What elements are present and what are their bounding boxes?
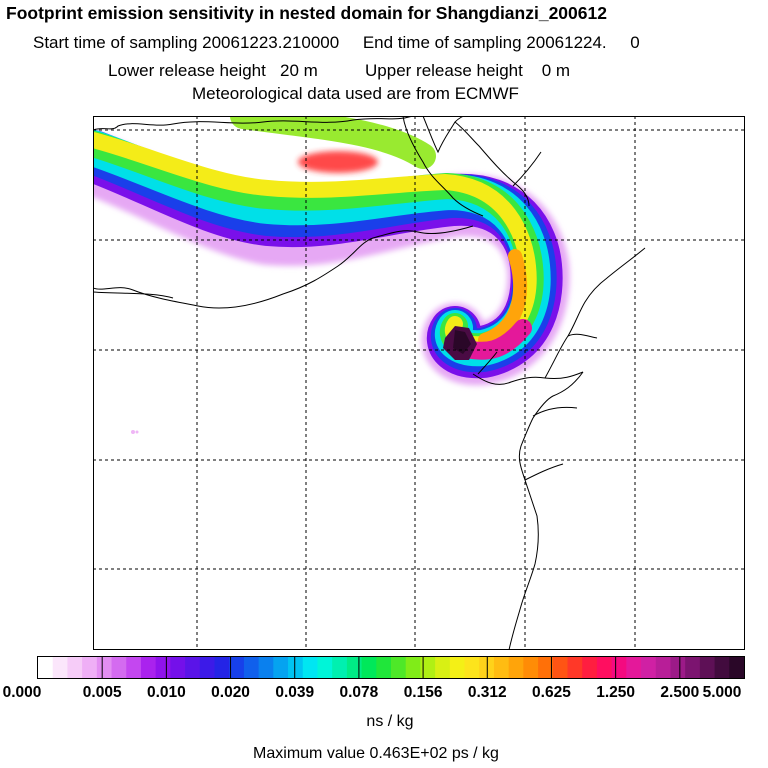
legend-tick-label: 2.500 — [660, 684, 699, 701]
legend-swatch — [449, 657, 465, 678]
map-border — [93, 116, 745, 650]
legend-swatch — [199, 657, 215, 678]
legend-swatch — [288, 657, 304, 678]
legend-swatch — [38, 657, 54, 678]
legend-tick-label: 5.000 — [703, 684, 742, 701]
legend-swatch — [67, 657, 83, 678]
legend-swatch — [361, 657, 377, 678]
lat-lon-grid — [93, 116, 745, 650]
legend-swatch — [729, 657, 745, 678]
legend-tick-label: 0.005 — [83, 684, 122, 701]
legend-swatch — [699, 657, 715, 678]
legend-swatch — [82, 657, 98, 678]
legend-swatch — [317, 657, 333, 678]
legend-swatch — [111, 657, 127, 678]
legend-swatch — [538, 657, 554, 678]
legend-swatch — [582, 657, 598, 678]
coastline-borders — [93, 116, 646, 650]
legend-swatch — [391, 657, 407, 678]
legend-color-bar — [38, 657, 745, 678]
max-value-text: Maximum value 0.463E+02 ps / kg — [253, 745, 499, 762]
footprint-plume — [93, 116, 570, 434]
map-title: Footprint emission sensitivity in nested… — [6, 3, 607, 23]
legend-swatch — [685, 657, 701, 678]
legend-tick-label: 0.010 — [147, 684, 186, 701]
legend-swatch — [655, 657, 671, 678]
legend-swatch — [185, 657, 201, 678]
legend-swatch — [258, 657, 274, 678]
legend-tick-label: 0.156 — [404, 684, 443, 701]
legend-tick-label: 0.078 — [340, 684, 379, 701]
legend-swatch — [376, 657, 392, 678]
legend-swatch — [714, 657, 730, 678]
legend-swatch — [626, 657, 642, 678]
sampling-time-line: Start time of sampling 20061223.210000 E… — [33, 33, 640, 52]
legend-swatch — [641, 657, 657, 678]
legend-swatch — [243, 657, 260, 678]
legend-tick-labels: 0.000 0.005 0.010 0.020 0.039 0.078 0.156 0.312… — [3, 684, 742, 701]
legend-swatch — [420, 657, 436, 678]
legend-swatch — [552, 657, 568, 678]
legend-swatch — [523, 657, 539, 678]
legend-swatch — [567, 657, 583, 678]
legend-swatch — [140, 657, 157, 678]
legend-swatch — [508, 657, 524, 678]
legend-swatch — [596, 657, 613, 678]
legend-bar-border — [37, 656, 745, 679]
legend-tick-label: 0.312 — [468, 684, 507, 701]
release-height-line: Lower release height 20 m Upper release … — [108, 61, 571, 80]
legend-swatch — [126, 657, 142, 678]
legend-swatch — [346, 657, 362, 678]
legend-swatch — [155, 657, 171, 678]
legend-swatch — [493, 657, 510, 678]
legend-swatch — [332, 657, 348, 678]
legend-swatch — [273, 657, 289, 678]
legend-swatch — [96, 657, 112, 678]
legend-swatch — [302, 657, 318, 678]
legend-swatch — [52, 657, 68, 678]
legend-swatch — [464, 657, 480, 678]
meteo-source-line: Meteorological data used are from ECMWF — [192, 84, 519, 103]
footprint-map — [93, 116, 745, 650]
legend-unit: ns / kg — [366, 713, 413, 730]
legend-swatch — [214, 657, 230, 678]
legend-tick-label: 0.020 — [211, 684, 250, 701]
legend-swatch — [611, 657, 627, 678]
legend-tick-label: 0.625 — [532, 684, 571, 701]
color-legend: 0.000 0.005 0.010 0.020 0.039 0.078 0.156 0.312… — [3, 656, 745, 762]
legend-swatch — [670, 657, 686, 678]
legend-swatch — [435, 657, 451, 678]
legend-swatch — [405, 657, 421, 678]
legend-tick-label: 0.000 — [3, 684, 42, 701]
legend-tick-label: 0.039 — [275, 684, 314, 701]
legend-swatch — [229, 657, 245, 678]
legend-tick-label: 1.250 — [596, 684, 635, 701]
legend-swatch — [170, 657, 186, 678]
